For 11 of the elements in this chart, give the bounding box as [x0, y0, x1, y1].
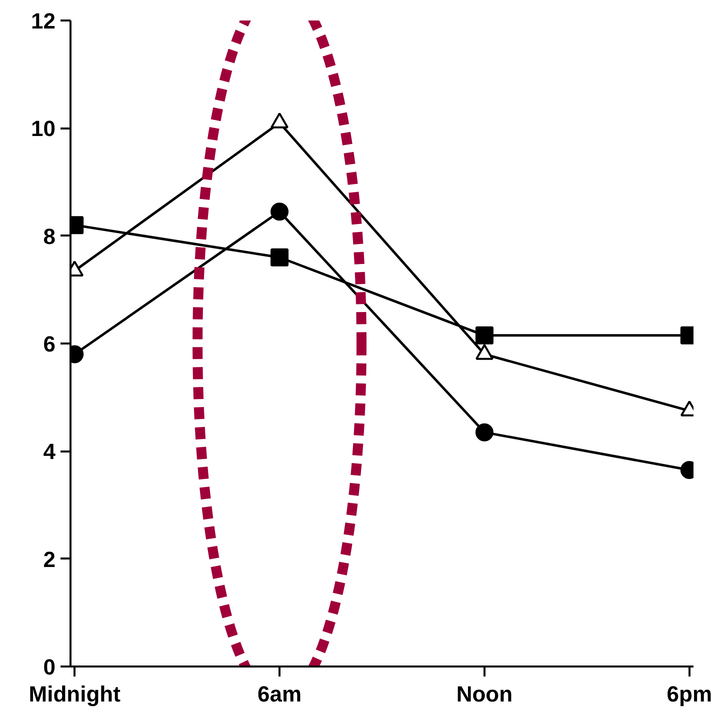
x-tick-label: Midnight: [28, 682, 122, 706]
y-tick-label: 10: [31, 116, 56, 142]
y-tick-label: 6: [43, 332, 56, 356]
x-tick-label: 6am: [258, 682, 302, 706]
y-tick-label: 8: [43, 224, 56, 249]
y-tick-label: 2: [43, 546, 56, 572]
x-tick-label: 6pm: [666, 682, 712, 706]
y-tick-label: 12: [31, 8, 56, 34]
y-tick-label: 4: [43, 439, 56, 464]
x-tick-label: Noon: [456, 682, 513, 706]
y-tick-label: 0: [43, 654, 56, 680]
